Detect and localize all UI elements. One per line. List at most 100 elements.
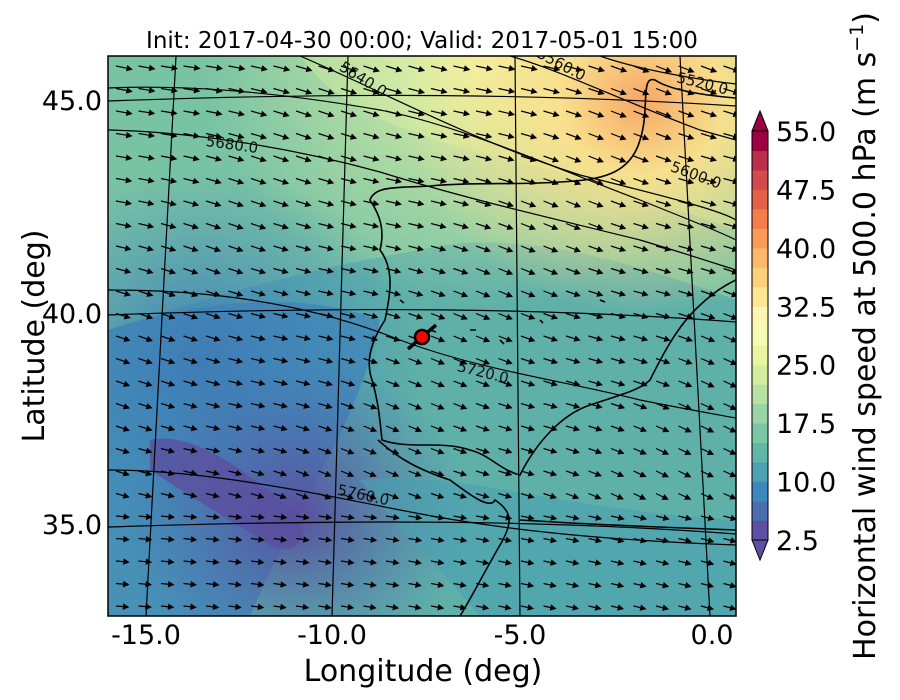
location-marker — [406, 323, 438, 351]
wind-vector-head — [192, 177, 200, 185]
wind-vector-head — [707, 537, 715, 544]
wind-vector-head — [529, 156, 537, 163]
wind-vector-head — [145, 535, 153, 543]
wind-vector-head — [596, 290, 604, 297]
wind-vector-head — [193, 64, 201, 71]
wind-vector-head — [191, 245, 199, 253]
wind-vector-head — [122, 425, 130, 432]
wind-vector-head — [528, 313, 536, 320]
wind-vector-head — [437, 492, 445, 500]
wind-vector-head — [639, 448, 647, 455]
wind-vectors — [115, 64, 736, 611]
wind-vector-head — [687, 156, 695, 163]
wind-vector-head — [573, 335, 581, 342]
wind-vector-head — [462, 200, 470, 207]
wind-vector-head — [392, 536, 400, 543]
wind-vector-head — [282, 111, 290, 118]
wind-vector-head — [573, 402, 581, 409]
wind-vector-head — [730, 336, 736, 343]
wind-vector-head — [349, 289, 357, 297]
wind-vector-head — [686, 245, 694, 252]
wind-vector-head — [573, 357, 581, 365]
wind-vector-head — [372, 244, 380, 252]
wind-vector-head — [617, 537, 625, 544]
wind-vector-head — [596, 179, 604, 186]
wind-vector-head — [325, 448, 333, 455]
wind-vector-head — [596, 268, 604, 275]
colorbar-tick-label: 25.0 — [776, 351, 836, 382]
wind-vector-head — [504, 604, 512, 611]
wind-vector-head — [707, 426, 715, 433]
wind-vector-head — [574, 179, 582, 186]
wind-vector-head — [349, 222, 357, 229]
wind-vector-head — [372, 66, 380, 73]
wind-vector-head — [528, 269, 536, 276]
wind-vector-head — [550, 425, 558, 432]
wind-vector-head — [530, 87, 538, 95]
wind-vector-head — [482, 492, 490, 499]
wind-vector-head — [463, 65, 471, 72]
wind-vector-head — [707, 559, 715, 566]
wind-vector-head — [190, 513, 198, 521]
wind-vector-head — [664, 156, 672, 163]
wind-vector-head — [597, 134, 605, 141]
wind-vector-head — [416, 245, 424, 252]
wind-vector-head — [302, 447, 310, 455]
wind-vector-head — [213, 469, 220, 477]
colorbar-frame — [751, 130, 769, 541]
wind-vector-head — [617, 604, 625, 611]
wind-vector-head — [573, 290, 581, 298]
wind-vector-head — [326, 312, 334, 319]
wind-vector-head — [729, 426, 736, 433]
wind-vector-head — [347, 471, 355, 478]
wind-vector-head — [168, 536, 175, 543]
wind-vector-head — [505, 358, 513, 365]
wind-vector-head — [347, 581, 355, 588]
wind-vector-head — [550, 559, 557, 566]
wind-vector-head — [304, 156, 312, 163]
wind-vector-head — [213, 380, 221, 387]
wind-vector-head — [685, 381, 693, 388]
wind-vector-head — [236, 201, 244, 208]
colorbar-tick-label: 17.5 — [776, 409, 836, 440]
wind-vector-head — [528, 291, 536, 298]
wind-vector-head — [550, 470, 558, 477]
wind-vector-head — [190, 492, 198, 499]
wind-vector-head — [551, 224, 559, 231]
wind-vector-head — [596, 312, 604, 320]
wind-vector-head — [370, 403, 378, 410]
wind-vector-head — [349, 267, 357, 274]
wind-vector-head — [235, 558, 243, 566]
wind-vector-head — [462, 155, 470, 162]
colorbar-band — [752, 442, 768, 463]
wind-vector-head — [596, 246, 604, 253]
wind-vector-head — [596, 357, 604, 365]
wind-vector-head — [347, 448, 355, 455]
wind-vector-head — [190, 358, 198, 365]
colorbar-band — [752, 481, 768, 502]
wind-vector-head — [505, 291, 513, 298]
wind-vector-head — [327, 200, 335, 207]
wind-vector-head — [684, 493, 692, 500]
wind-vector-head — [393, 514, 400, 521]
wind-vector-head — [145, 380, 153, 387]
wind-vector-head — [416, 313, 424, 320]
wind-vector-head — [324, 603, 332, 611]
wind-vector-head — [484, 200, 492, 207]
wind-vector-head — [280, 447, 288, 454]
wind-vector-head — [687, 178, 695, 185]
wind-vector-head — [483, 268, 491, 275]
wind-vector-head — [190, 380, 198, 387]
wind-vector-head — [190, 603, 197, 610]
wind-vector-head — [281, 357, 289, 364]
wind-vector-head — [437, 581, 445, 588]
wind-vector-head — [123, 380, 131, 387]
colorbar-band — [752, 208, 768, 229]
wind-vector-head — [438, 336, 446, 343]
wind-vector-head — [595, 402, 603, 410]
wind-vector-head — [123, 558, 130, 565]
wind-vector-head — [530, 133, 538, 140]
wind-vector-head — [440, 87, 448, 95]
wind-vector-head — [505, 313, 513, 320]
wind-vector-head — [550, 447, 558, 454]
